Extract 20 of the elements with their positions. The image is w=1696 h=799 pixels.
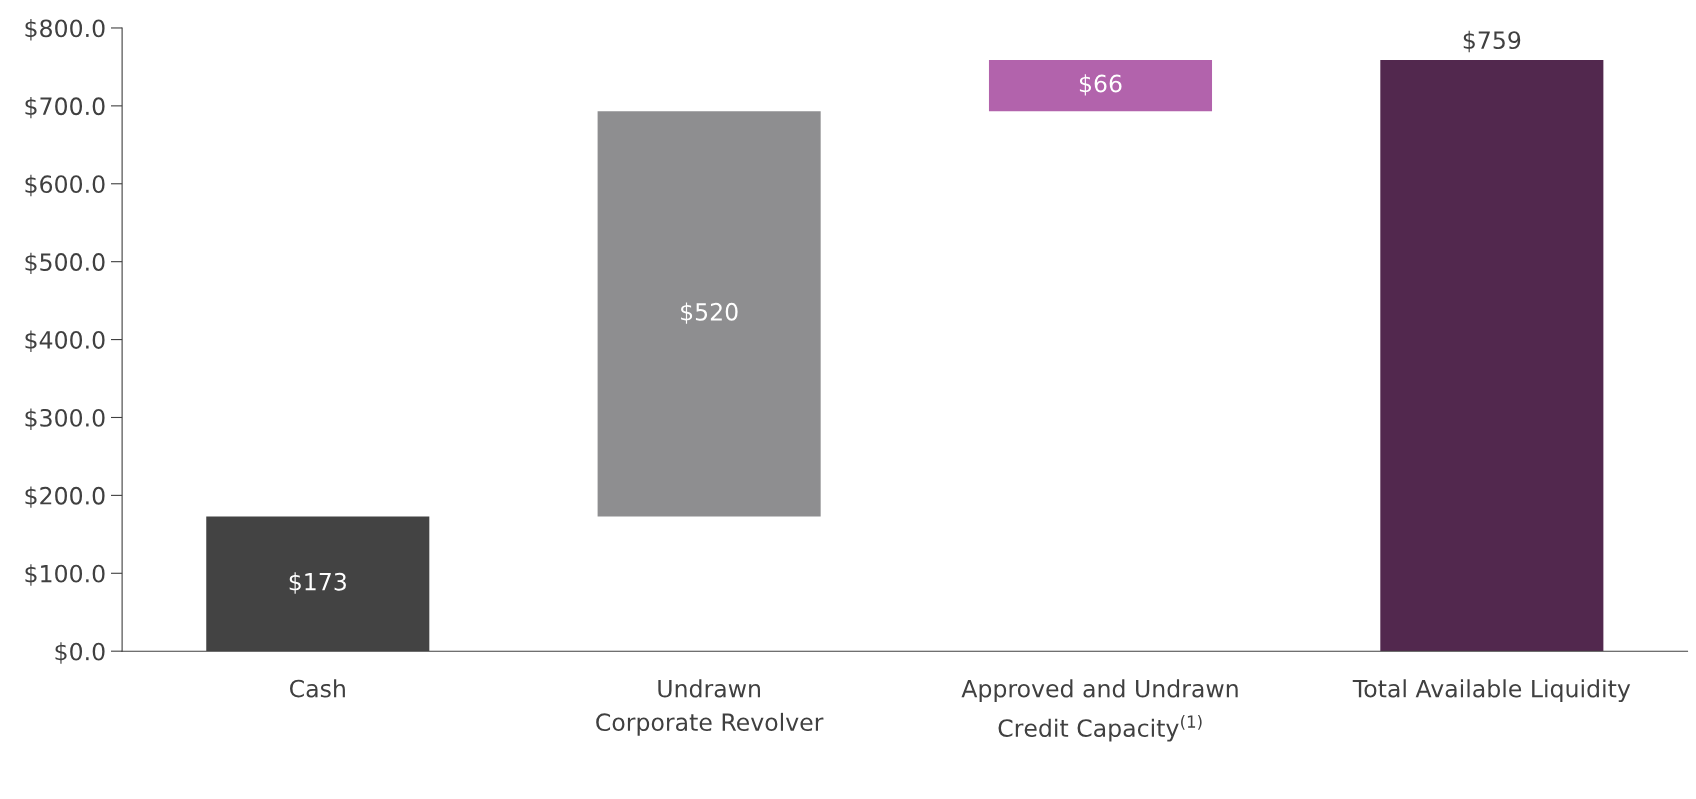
- bar: [1380, 59, 1604, 652]
- y-tick-label: $0.0: [55, 642, 105, 664]
- y-tick-label: $800.0: [25, 18, 105, 41]
- x-tick-label: Undrawn Corporate Revolver: [596, 679, 824, 736]
- data-label: $759: [1463, 30, 1521, 53]
- y-tick-label: $700.0: [25, 96, 105, 119]
- data-label: $173: [289, 572, 346, 594]
- data-label: $520: [681, 302, 738, 324]
- y-tick-label: $300.0: [25, 408, 105, 430]
- y-tick-label: $500.0: [25, 252, 105, 275]
- y-tick-label: $100.0: [25, 564, 105, 586]
- bar: [988, 59, 1213, 112]
- x-tick-label: Total Available Liquidity: [1352, 679, 1631, 703]
- data-label: $66: [1079, 74, 1122, 96]
- bar: [597, 111, 821, 517]
- y-tick-label: $400.0: [25, 330, 105, 353]
- x-tick-label: Approved and Undrawn Credit Capacity$^{(1)}$: [961, 679, 1238, 742]
- x-tick-label: Cash: [290, 679, 345, 698]
- y-tick-label: $600.0: [25, 174, 105, 197]
- y-tick-label: $200.0: [25, 486, 105, 508]
